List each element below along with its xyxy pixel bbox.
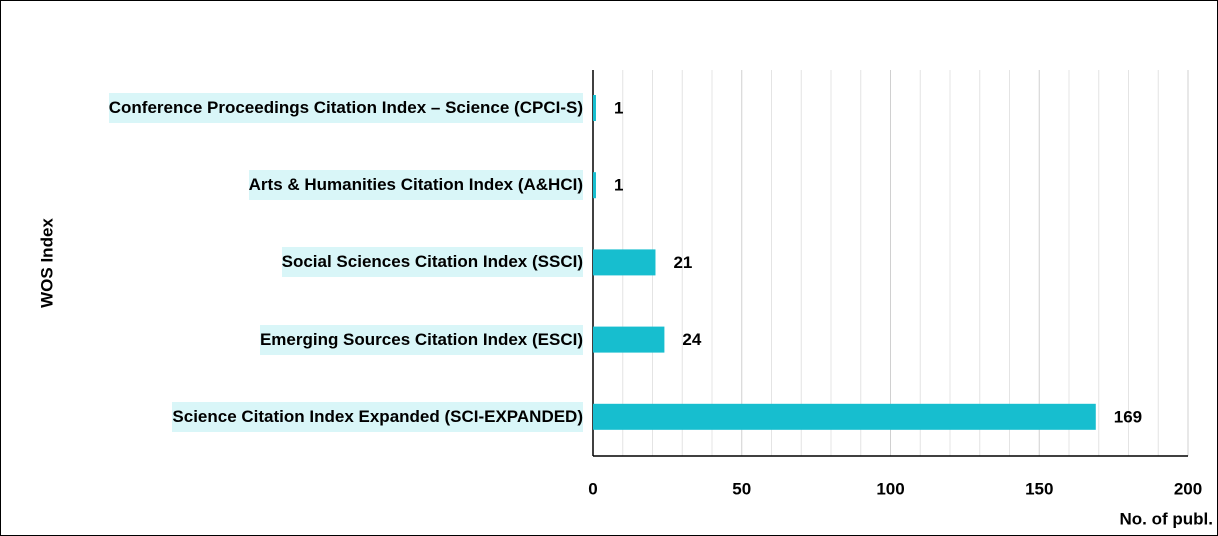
- data-label: 169: [1114, 407, 1142, 426]
- category-label: Arts & Humanities Citation Index (A&HCI): [248, 170, 583, 201]
- bar: [593, 403, 1096, 430]
- bar: [593, 95, 596, 121]
- category-label: Science Citation Index Expanded (SCI-EXP…: [172, 401, 583, 432]
- x-axis-title: No. of publ.: [1120, 509, 1213, 528]
- x-tick-label: 100: [876, 479, 904, 498]
- data-label: 21: [673, 253, 692, 272]
- x-tick-label: 200: [1174, 479, 1202, 498]
- data-label: 1: [614, 176, 623, 195]
- x-tick-label: 0: [588, 479, 597, 498]
- category-label: Conference Proceedings Citation Index – …: [108, 93, 583, 123]
- data-label: 1: [614, 98, 623, 117]
- x-tick-label: 50: [732, 479, 751, 498]
- bar: [593, 249, 656, 276]
- category-label: Social Sciences Citation Index (SSCI): [281, 247, 583, 278]
- x-tick-label: 150: [1025, 479, 1053, 498]
- bar: [593, 326, 665, 353]
- data-label: 24: [682, 330, 701, 349]
- y-axis-title: WOS Index: [37, 218, 56, 308]
- category-label: Emerging Sources Citation Index (ESCI): [259, 324, 583, 355]
- bar: [593, 172, 596, 199]
